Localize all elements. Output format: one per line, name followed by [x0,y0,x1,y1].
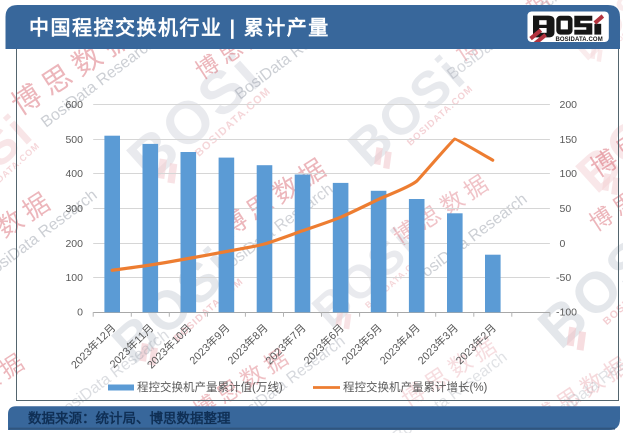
svg-text:600: 600 [65,99,83,111]
svg-text:200: 200 [65,238,83,250]
svg-text:300: 300 [65,203,83,215]
svg-text:150: 150 [560,134,578,146]
svg-text:数据来源：统计局、博思数据整理: 数据来源：统计局、博思数据整理 [28,410,231,426]
svg-text:程控交换机产量累计增长(%): 程控交换机产量累计增长(%) [343,380,488,394]
svg-text:中国程控交换机行业 | 累计产量: 中国程控交换机行业 | 累计产量 [29,16,330,40]
svg-text:-100: -100 [556,307,577,319]
svg-text:400: 400 [65,168,83,180]
svg-text:0: 0 [560,238,566,250]
svg-text:50: 50 [560,203,572,215]
svg-text:2023年4月: 2023年4月 [376,321,422,367]
svg-text:程控交换机产量累计值(万线): 程控交换机产量累计值(万线) [137,380,283,394]
svg-text:0: 0 [77,307,83,319]
svg-text:-50: -50 [556,272,571,284]
svg-text:200: 200 [560,99,578,111]
svg-text:500: 500 [65,134,83,146]
svg-text:BOSIDATA.COM: BOSIDATA.COM [555,37,602,43]
svg-text:100: 100 [65,272,83,284]
svg-text:100: 100 [560,168,578,180]
